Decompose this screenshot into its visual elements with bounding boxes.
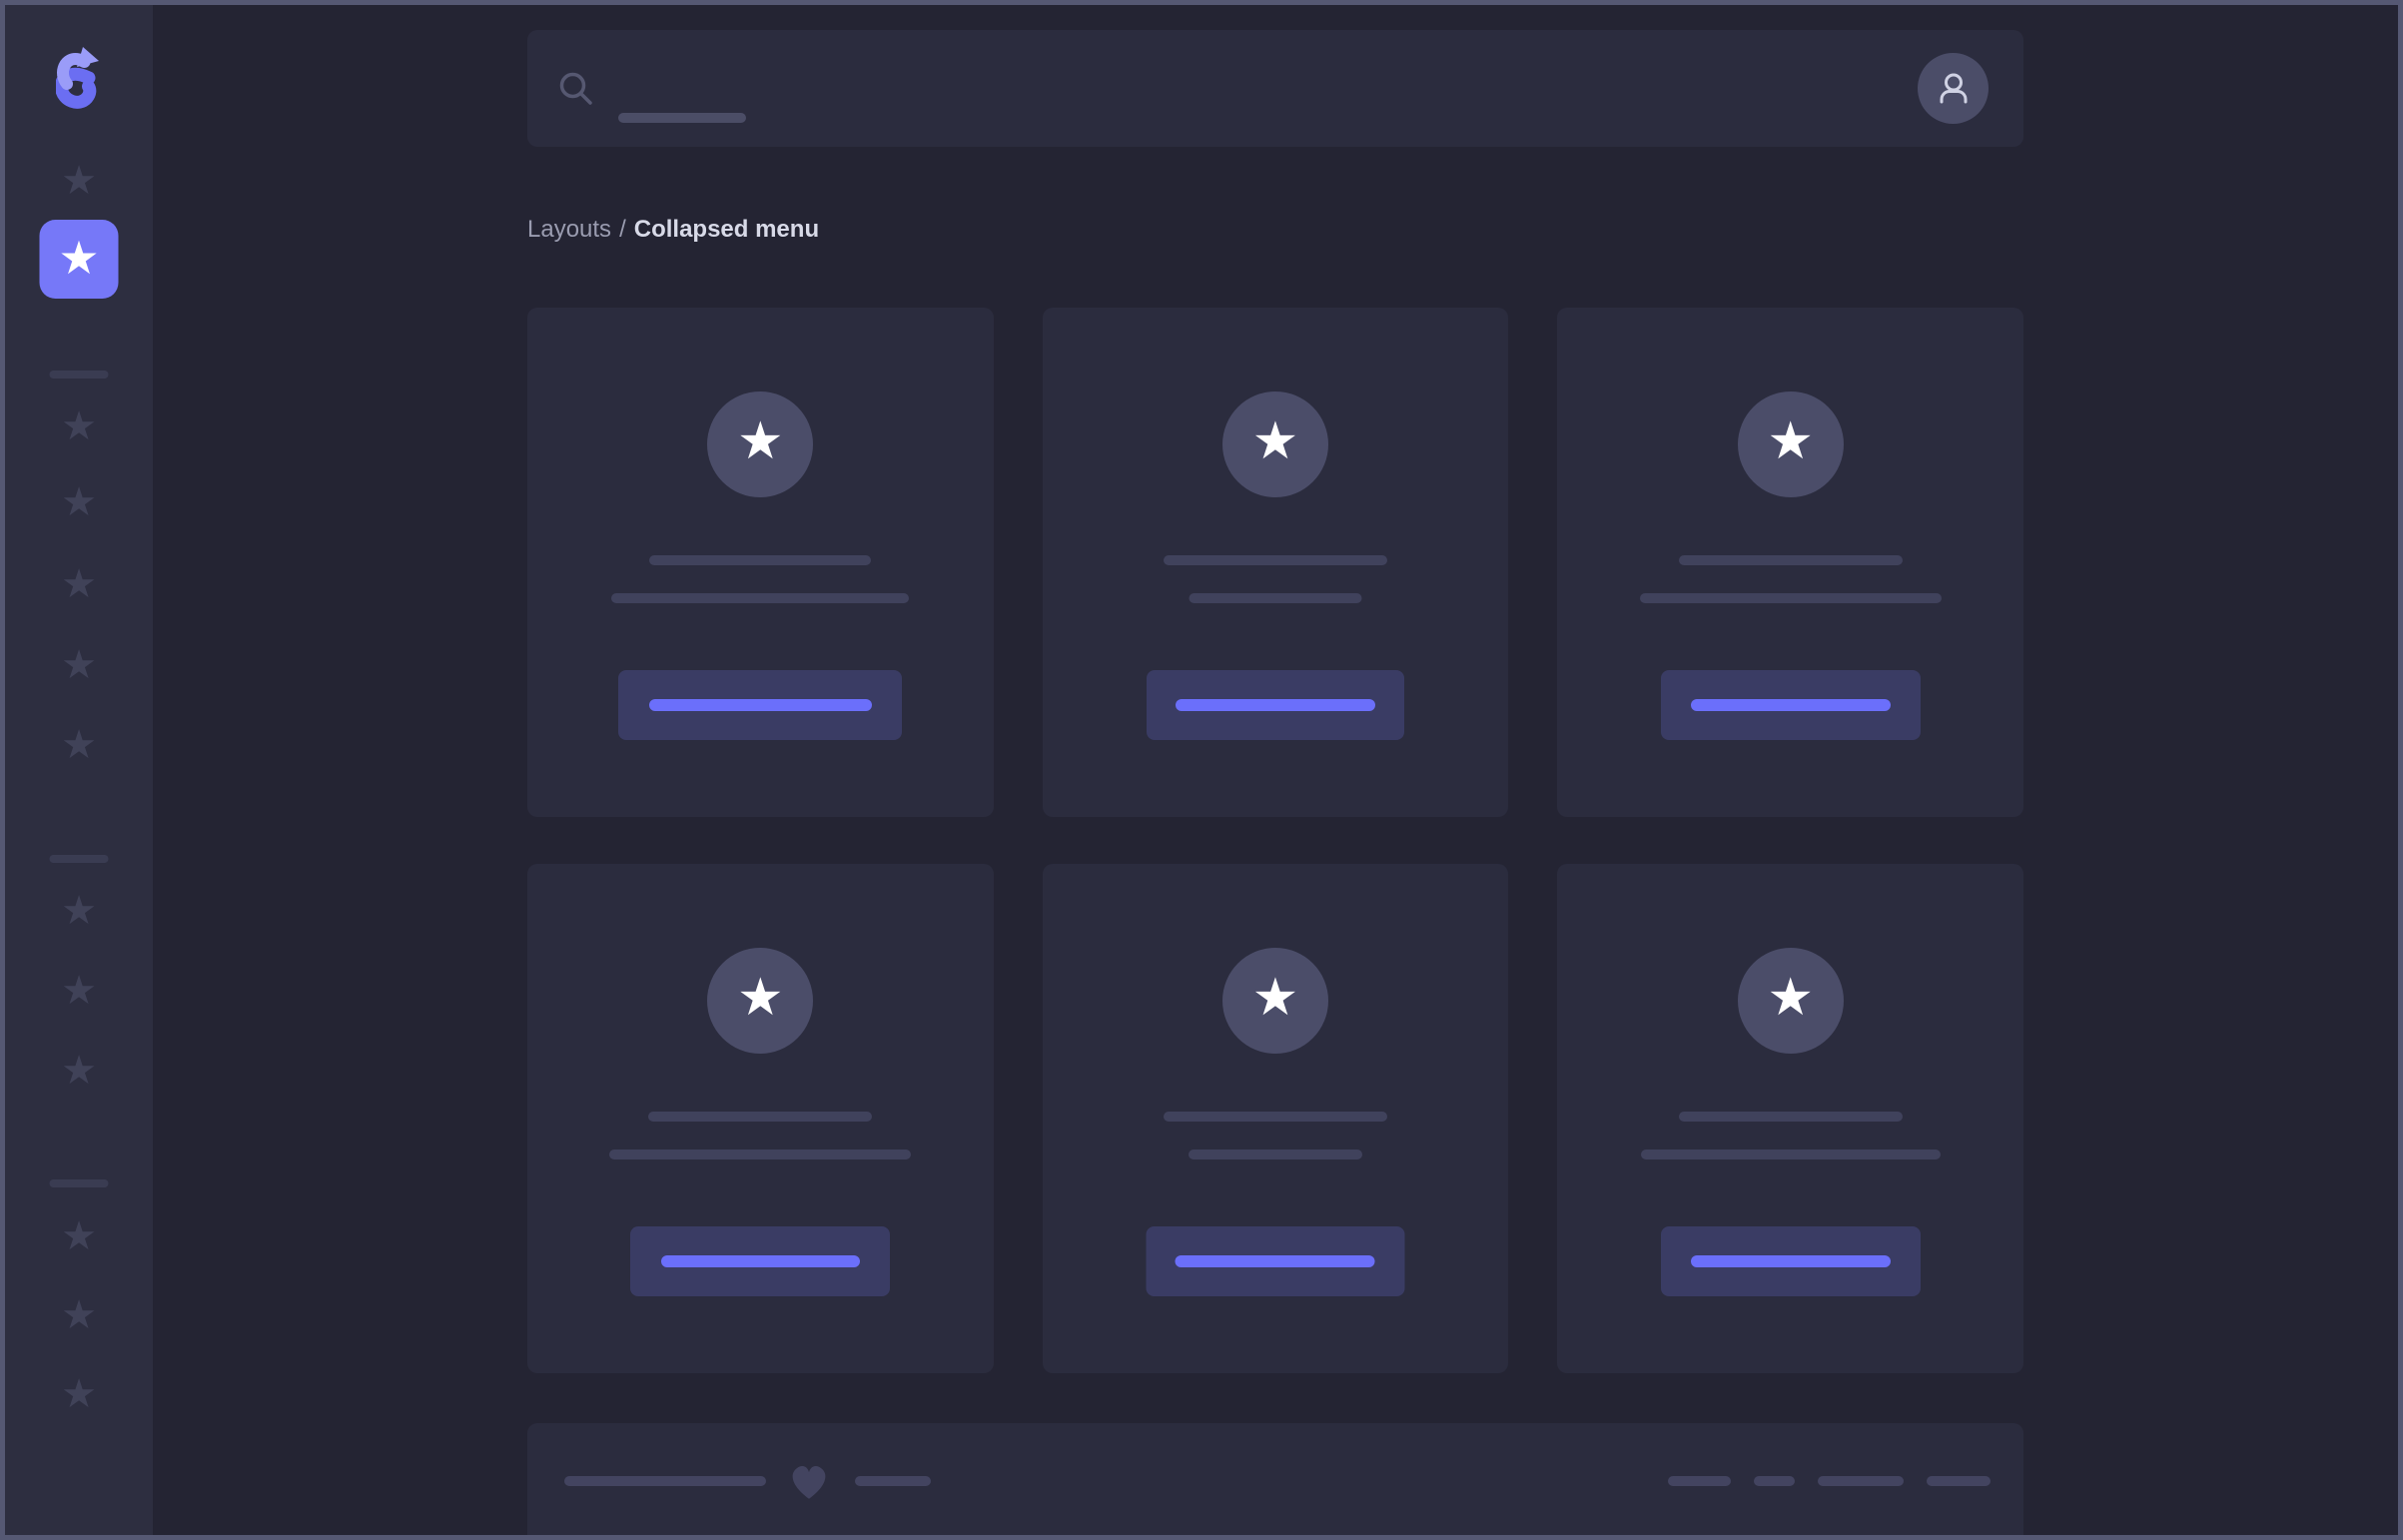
card-avatar-circle: ★: [1737, 948, 1844, 1054]
sidebar-divider: [49, 371, 109, 379]
user-icon: [1940, 73, 1967, 103]
card-subtitle-skeleton: [611, 593, 910, 603]
sidebar-item-star[interactable]: ★: [61, 406, 97, 446]
search-placeholder-line: [618, 113, 746, 123]
star-icon: ★: [58, 230, 100, 285]
card: ★: [527, 864, 994, 1373]
app-logo[interactable]: [54, 47, 102, 124]
star-icon: ★: [61, 968, 97, 1014]
sidebar-item-star[interactable]: ★: [61, 891, 97, 931]
search-bar[interactable]: [527, 30, 2023, 147]
star-icon: ★: [737, 411, 784, 471]
breadcrumb: Layouts / Collapsed menu: [527, 216, 2023, 244]
sidebar-item-star-active[interactable]: ★: [39, 220, 119, 299]
card-action-button[interactable]: [630, 1226, 891, 1296]
star-icon: ★: [1251, 411, 1299, 471]
sidebar-item-star[interactable]: ★: [61, 1051, 97, 1091]
star-icon: ★: [61, 1048, 97, 1094]
user-avatar-button[interactable]: [1918, 53, 1989, 124]
star-icon: ★: [737, 968, 784, 1028]
card-action-button[interactable]: [618, 670, 903, 740]
button-label-skeleton: [648, 699, 872, 711]
card-title-skeleton: [1678, 1112, 1903, 1122]
star-icon: ★: [61, 642, 97, 688]
star-icon: ★: [1767, 411, 1814, 471]
card: ★: [1042, 308, 1509, 817]
sidebar-item-star[interactable]: ★: [61, 971, 97, 1011]
breadcrumb-separator: /: [619, 216, 626, 243]
card-action-button[interactable]: [1660, 1226, 1921, 1296]
sidebar-item-star[interactable]: ★: [61, 1216, 97, 1256]
card-subtitle-skeleton: [1639, 593, 1942, 603]
button-label-skeleton: [660, 1255, 860, 1267]
star-icon: ★: [61, 561, 97, 607]
star-icon: ★: [61, 888, 97, 934]
footer-link-skeleton[interactable]: [1668, 1476, 1731, 1486]
footer-link-skeleton[interactable]: [1818, 1476, 1904, 1486]
card-title-skeleton: [1163, 555, 1387, 565]
star-icon: ★: [61, 479, 97, 525]
star-icon: ★: [61, 1371, 97, 1417]
footer-text-skeleton: [855, 1476, 931, 1486]
card: ★: [1557, 308, 2023, 817]
s-arrow-logo-icon: [54, 47, 99, 109]
sidebar-divider: [49, 855, 109, 863]
card-title-skeleton: [1678, 555, 1903, 565]
card-avatar-circle: ★: [707, 948, 814, 1054]
card: ★: [527, 308, 994, 817]
card-subtitle-skeleton: [1640, 1150, 1941, 1159]
heart-icon: [792, 1466, 826, 1499]
button-label-skeleton: [1175, 699, 1375, 711]
sidebar-item-star[interactable]: ★: [61, 564, 97, 604]
card-action-button[interactable]: [1660, 670, 1921, 740]
footer-link-skeleton[interactable]: [1927, 1476, 1991, 1486]
star-icon: ★: [61, 403, 97, 449]
footer-text-skeleton: [564, 1476, 766, 1486]
star-icon: ★: [1251, 968, 1299, 1028]
card-title-skeleton: [649, 555, 872, 565]
sidebar-item-star[interactable]: ★: [61, 645, 97, 685]
star-icon: ★: [1767, 968, 1814, 1028]
sidebar-item-star[interactable]: ★: [61, 1374, 97, 1414]
card-avatar-circle: ★: [1221, 948, 1328, 1054]
card: ★: [1042, 864, 1509, 1373]
card-title-skeleton: [1163, 1112, 1387, 1122]
breadcrumb-current: Collapsed menu: [633, 216, 820, 243]
sidebar-item-star[interactable]: ★: [61, 482, 97, 522]
card-subtitle-skeleton: [1189, 593, 1362, 603]
card-avatar-circle: ★: [707, 391, 814, 497]
button-label-skeleton: [1690, 1255, 1891, 1267]
footer-links: [1668, 1476, 1991, 1486]
sidebar-item-star[interactable]: ★: [61, 161, 97, 201]
card: ★: [1557, 864, 2023, 1373]
footer-bar: [527, 1423, 2023, 1535]
main-content: Layouts / Collapsed menu ★ ★ ★: [153, 5, 2398, 1535]
star-icon: ★: [61, 1292, 97, 1338]
sidebar: ★ ★ ★ ★ ★ ★ ★ ★ ★ ★ ★ ★ ★: [5, 5, 153, 1535]
card-avatar-circle: ★: [1221, 391, 1328, 497]
card-avatar-circle: ★: [1737, 391, 1844, 497]
breadcrumb-section[interactable]: Layouts: [527, 216, 612, 243]
star-icon: ★: [61, 1213, 97, 1259]
card-title-skeleton: [648, 1112, 873, 1122]
button-label-skeleton: [1690, 699, 1891, 711]
card-action-button[interactable]: [1146, 1226, 1405, 1296]
star-icon: ★: [61, 158, 97, 204]
search-icon: [559, 72, 592, 105]
button-label-skeleton: [1175, 1255, 1375, 1267]
card-subtitle-skeleton: [609, 1150, 912, 1159]
card-action-button[interactable]: [1146, 670, 1404, 740]
sidebar-item-star[interactable]: ★: [61, 1295, 97, 1335]
star-icon: ★: [61, 722, 97, 768]
sidebar-item-star[interactable]: ★: [61, 725, 97, 765]
sidebar-divider: [49, 1179, 109, 1187]
card-subtitle-skeleton: [1188, 1150, 1362, 1159]
card-grid: ★ ★ ★ ★ ★: [527, 308, 2023, 1373]
footer-link-skeleton[interactable]: [1754, 1476, 1795, 1486]
